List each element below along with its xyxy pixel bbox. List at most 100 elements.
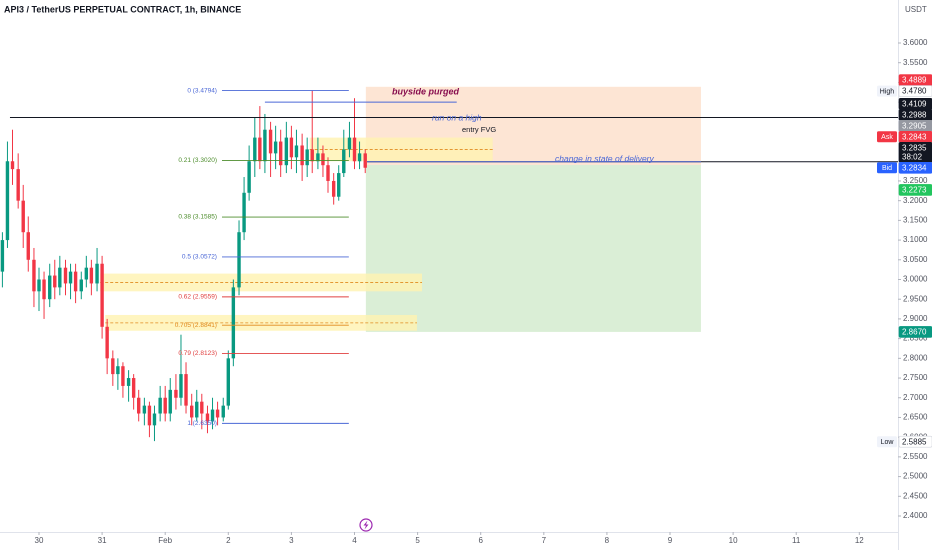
chart-title: API3 / TetherUS PERPETUAL CONTRACT, 1h, … — [4, 4, 241, 14]
candle-body — [48, 275, 52, 300]
candle-body — [195, 401, 199, 418]
lightning-icon[interactable] — [359, 518, 373, 532]
annotation: change in state of delivery — [555, 153, 655, 163]
y-tick-label: 2.4500 — [903, 491, 928, 500]
candle-body — [253, 137, 257, 162]
candle-body — [105, 326, 109, 359]
price-tag — [877, 131, 897, 143]
candle-body — [63, 267, 68, 284]
candle-body — [73, 271, 78, 292]
candle-body — [278, 141, 283, 166]
candle-body — [21, 200, 25, 233]
x-tick-label: 11 — [792, 536, 801, 545]
price-badge-label: 3.4780 — [902, 87, 927, 96]
candle-body — [163, 397, 167, 414]
candle-body — [190, 405, 194, 418]
price-tag-label: High — [880, 88, 895, 95]
candle-body — [242, 192, 246, 233]
candle-body — [168, 389, 172, 414]
fib-label: 0.38 (3.1585) — [178, 214, 217, 221]
candle-body — [179, 374, 183, 398]
candle-body — [200, 401, 204, 414]
y-tick-label: 2.9500 — [903, 294, 928, 303]
candle-body — [321, 153, 325, 166]
candle-body — [147, 405, 152, 426]
candle-body — [10, 161, 15, 170]
fib-label: 0.5 (3.0572) — [182, 254, 217, 261]
price-badge-label: 3.2905 — [902, 121, 927, 130]
x-tick-label: 30 — [35, 536, 44, 545]
fib-label: 0.79 (2.8123) — [178, 350, 217, 357]
y-tick-label: 2.7000 — [903, 393, 928, 402]
price-badge-label: 3.4109 — [902, 99, 927, 108]
price-badge-label: 3.2273 — [902, 186, 927, 195]
fib-label: 0.705 (2.8841) — [175, 322, 217, 329]
candle-body — [158, 397, 162, 414]
candle-body — [68, 271, 73, 284]
x-tick-label: 2 — [226, 536, 231, 545]
x-tick-label: 4 — [352, 536, 357, 545]
candle-body — [363, 153, 367, 168]
y-tick-label: 2.8500 — [903, 334, 928, 343]
candle-body — [53, 275, 57, 288]
fib-label: 0.21 (3.3020) — [178, 157, 217, 164]
price-badge-label: 3.4889 — [902, 76, 927, 85]
x-tick-label: 6 — [478, 536, 483, 545]
y-tick-label: 2.7500 — [903, 373, 928, 382]
candle-body — [357, 153, 362, 162]
candle-body — [152, 413, 157, 426]
currency: USDT — [905, 5, 927, 14]
candle-body — [5, 161, 10, 241]
y-tick-label: 3.1000 — [903, 235, 928, 244]
icon-bolt[interactable] — [363, 520, 369, 530]
candle-body — [42, 279, 46, 300]
price-badge-label: 3.2843 — [902, 132, 927, 141]
candle-body — [84, 267, 89, 280]
y-tick-label: 2.5000 — [903, 472, 928, 481]
price-tag-label: Low — [881, 439, 895, 446]
y-tick-label: 3.1500 — [903, 215, 928, 224]
badges-layer: 3.4889 3.4780 High 3.4109 3.2988 3.2905 3.2843… — [877, 74, 932, 448]
candles-layer — [0, 90, 367, 442]
candle-body — [215, 409, 220, 418]
candle-body — [131, 378, 136, 398]
x-tick-label: 12 — [855, 536, 864, 545]
x-tick-label: 5 — [415, 536, 420, 545]
candle-body — [337, 173, 341, 197]
candle-body — [32, 259, 36, 292]
candle-body — [0, 240, 5, 272]
countdown: 38:02 — [902, 152, 923, 161]
candle-body — [284, 137, 289, 166]
y-tick-label: 2.6500 — [903, 413, 928, 422]
candle-body — [273, 141, 278, 154]
candle-body — [342, 149, 346, 174]
candle-body — [258, 137, 262, 162]
price-badge-label: 3.2988 — [902, 110, 927, 119]
candle-body — [352, 137, 357, 162]
price-badge — [898, 435, 932, 448]
candle-body — [326, 165, 330, 181]
x-tick-label: 31 — [98, 536, 107, 545]
x-tick-label: 7 — [542, 536, 547, 545]
y-tick-label: 3.2500 — [903, 176, 928, 185]
candle-body — [184, 374, 188, 406]
candle-body — [294, 145, 299, 158]
x-tick-label: 10 — [729, 536, 738, 545]
candle-body — [347, 137, 352, 150]
candle-body — [237, 232, 241, 288]
fib-label: 0.62 (2.9559) — [178, 294, 217, 301]
candle-body — [95, 263, 99, 284]
candle-body — [210, 409, 215, 422]
candle-body — [142, 405, 147, 414]
candle-body — [305, 149, 309, 166]
candle-body — [331, 180, 336, 197]
y-tick-label: 3.5500 — [903, 58, 928, 67]
y-tick-label: 2.8000 — [903, 353, 928, 362]
price-badge-label: 3.2835 — [902, 143, 927, 152]
price-badge-label: 2.8670 — [902, 328, 927, 337]
price-badge — [898, 161, 932, 174]
lines-layer: 0 (3.4794) 0.21 (3.3020) 0.38 (3.1585) 0.5 … — [9, 87, 898, 427]
